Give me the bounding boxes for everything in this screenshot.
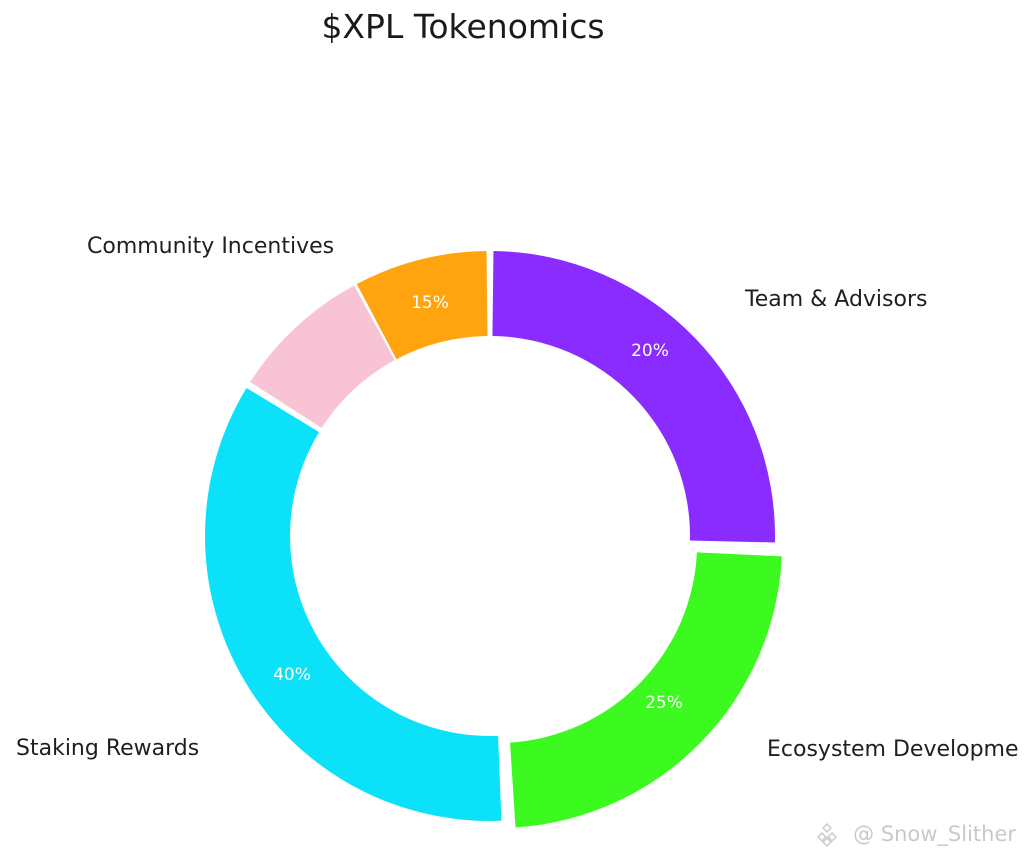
watermark: @ Snow_Slither: [816, 822, 1016, 848]
category-label: Team & Advisors: [744, 287, 927, 312]
segment-staking-rewards: [205, 387, 502, 821]
category-label: Ecosystem Developme: [767, 737, 1019, 762]
data-label: 40%: [273, 665, 311, 685]
segment-team-advisors: [492, 251, 776, 543]
donut-data-labels: 20% 25% 40% 15%: [273, 293, 683, 713]
chart-title: $XPL Tokenomics: [321, 7, 604, 46]
segment-ecosystem-developme: [510, 552, 782, 828]
segment-community-incentives-secondary: [250, 285, 395, 428]
donut-category-labels: Team & Advisors Ecosystem Developme Stakin…: [16, 234, 1019, 762]
data-label: 15%: [411, 293, 449, 313]
data-label: 20%: [631, 341, 669, 361]
category-label: Staking Rewards: [16, 736, 199, 761]
donut-segments: [205, 251, 782, 828]
data-label: 25%: [645, 693, 683, 713]
segment-community-incentives: [356, 251, 488, 360]
watermark-text: @ Snow_Slither: [853, 822, 1016, 847]
binance-logo-icon: [816, 822, 838, 848]
category-label: Community Incentives: [87, 234, 334, 259]
